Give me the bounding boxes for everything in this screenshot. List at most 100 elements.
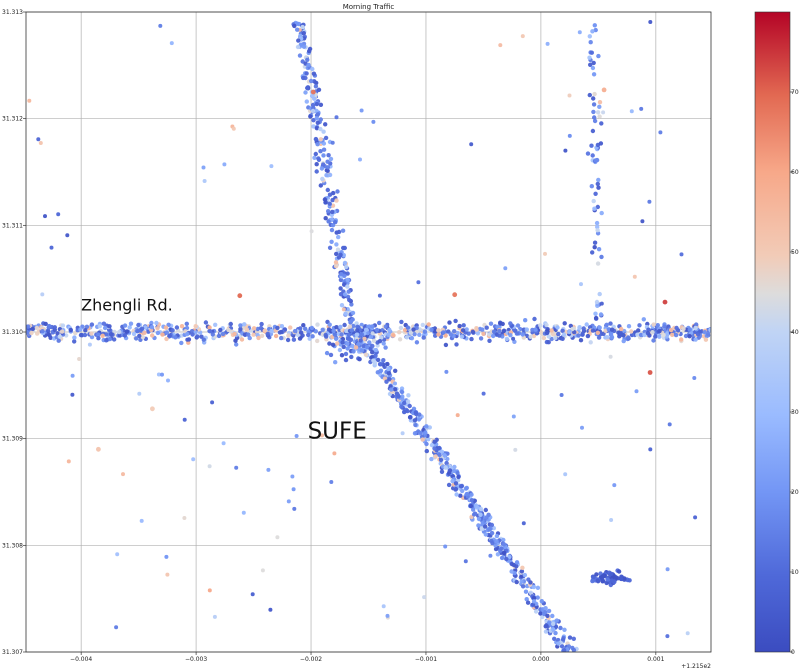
data-point <box>337 347 343 353</box>
data-point <box>312 155 317 160</box>
data-point <box>464 327 469 332</box>
data-point <box>231 126 236 131</box>
data-point <box>556 331 561 337</box>
data-point <box>497 333 502 338</box>
data-point <box>408 330 413 335</box>
data-point <box>446 329 451 334</box>
data-point <box>338 277 344 283</box>
data-point <box>347 297 352 303</box>
data-point <box>547 620 552 625</box>
data-point <box>489 530 495 536</box>
data-point <box>185 331 190 337</box>
data-point <box>350 343 355 349</box>
data-point <box>476 523 481 528</box>
data-point <box>345 271 350 276</box>
data-point <box>334 115 339 120</box>
data-point <box>397 337 403 342</box>
data-point <box>478 512 483 517</box>
data-point <box>131 331 137 337</box>
data-point <box>513 447 518 452</box>
data-point <box>683 333 689 339</box>
data-point <box>244 327 250 332</box>
data-point <box>667 422 672 427</box>
data-point <box>256 335 261 341</box>
data-point <box>626 324 632 329</box>
data-point <box>528 580 533 585</box>
data-point <box>590 578 595 584</box>
data-point <box>531 595 537 601</box>
data-point <box>571 636 576 641</box>
data-point <box>139 518 144 523</box>
y-tick-label: 31.309 <box>2 436 23 443</box>
data-point <box>429 442 435 448</box>
data-point <box>595 204 600 210</box>
data-point <box>523 318 528 323</box>
data-point <box>437 445 442 451</box>
data-point <box>193 324 198 329</box>
data-point <box>429 456 434 462</box>
data-point <box>391 333 396 338</box>
colorbar: 0 10 20 30 40 50 60 70 <box>754 11 799 656</box>
data-point <box>166 378 170 383</box>
data-point <box>307 46 313 52</box>
data-point <box>452 468 457 474</box>
data-point <box>580 331 585 337</box>
data-point <box>318 117 323 122</box>
data-point <box>422 329 428 334</box>
data-point <box>622 576 627 581</box>
data-point <box>514 560 520 565</box>
data-point <box>386 370 392 376</box>
data-point <box>164 554 169 559</box>
data-point <box>522 572 528 578</box>
data-point <box>439 469 445 474</box>
data-point <box>324 173 329 178</box>
data-point <box>359 348 365 353</box>
data-point <box>154 320 159 326</box>
data-point <box>308 114 313 119</box>
data-point <box>508 333 513 338</box>
data-point <box>389 387 394 392</box>
y-axis-ticks: 31.307 31.308 31.309 31.310 31.311 31.312 31.3… <box>2 9 26 656</box>
data-point <box>96 446 101 452</box>
data-point <box>269 328 274 334</box>
data-point <box>359 108 364 113</box>
data-point <box>484 325 489 330</box>
data-point <box>318 183 323 188</box>
data-point <box>370 350 375 355</box>
data-point <box>142 330 147 335</box>
data-point <box>501 550 507 555</box>
data-point <box>242 322 247 327</box>
data-point <box>308 78 314 84</box>
annotations: Zhengli Rd. SUFE <box>81 296 367 445</box>
data-point <box>589 50 594 55</box>
data-point <box>591 72 597 77</box>
data-point <box>262 328 268 333</box>
data-point <box>405 399 411 404</box>
data-point <box>483 507 488 513</box>
y-tick-label: 31.307 <box>2 649 23 656</box>
data-point <box>594 299 600 305</box>
data-point <box>347 324 353 329</box>
data-point <box>455 413 460 418</box>
data-point <box>303 75 308 81</box>
data-point <box>591 109 596 115</box>
data-point <box>474 327 479 332</box>
data-point <box>340 228 346 233</box>
data-point <box>327 201 332 206</box>
data-point <box>651 338 656 343</box>
data-point <box>593 191 598 196</box>
data-point <box>343 311 348 316</box>
data-point <box>592 240 598 245</box>
data-point <box>291 337 297 342</box>
data-point <box>370 331 375 336</box>
data-point <box>77 357 82 361</box>
data-point <box>416 417 422 422</box>
data-point <box>344 264 349 270</box>
data-point <box>533 609 539 614</box>
data-point <box>304 71 309 76</box>
data-point <box>469 492 474 497</box>
data-point <box>259 333 265 338</box>
data-point <box>530 602 536 607</box>
data-point <box>370 343 375 349</box>
data-point <box>179 340 184 346</box>
